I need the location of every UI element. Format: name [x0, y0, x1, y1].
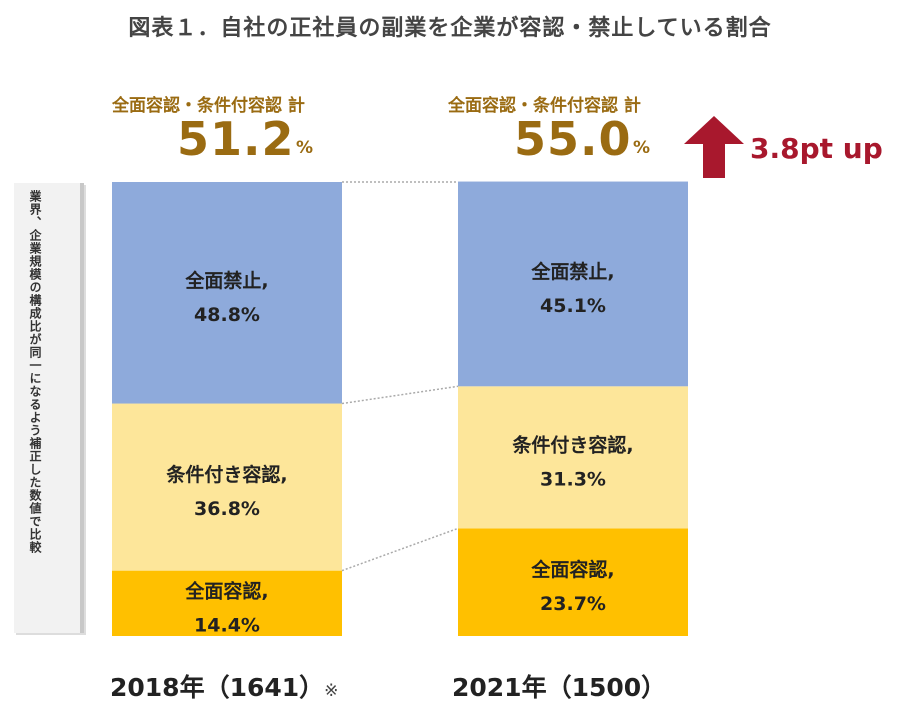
- total-value-2018: 51.2: [177, 112, 295, 166]
- segment-name-label: 全面禁止,: [184, 269, 268, 292]
- total-label-2018: 全面容認・条件付容認 計: [112, 96, 305, 116]
- side-note-text: 業界、企業規模の構成比が同一になるよう補正した数値で比較: [28, 190, 42, 554]
- up-arrow-icon: [684, 116, 744, 178]
- total-unit-2021: %: [633, 138, 651, 158]
- x-tick-label-2018: 2018年（1641）※: [110, 673, 339, 702]
- segment-value-label: 31.3%: [540, 468, 606, 490]
- connector-line-2: [341, 385, 459, 405]
- bar-segment-全面容認-0: [112, 570, 342, 636]
- x-tick-label-2021: 2021年（1500）: [452, 673, 667, 702]
- segment-value-label: 48.8%: [194, 304, 260, 326]
- bar-segment-全面禁止-1: [458, 181, 688, 387]
- connector-line-1: [341, 527, 459, 572]
- bar-segment-全面禁止-0: [112, 182, 342, 404]
- chart-title: 図表１．自社の正社員の副業を企業が容認・禁止している割合: [128, 16, 772, 41]
- segment-name-label: 全面容認,: [184, 579, 268, 602]
- segment-name-label: 全面容認,: [530, 558, 614, 581]
- segment-name-label: 条件付き容認,: [512, 433, 633, 456]
- segment-value-label: 45.1%: [540, 295, 606, 317]
- segment-value-label: 14.4%: [194, 614, 260, 636]
- segment-value-label: 36.8%: [194, 498, 260, 520]
- side-note-panel: [14, 183, 84, 633]
- total-unit-2018: %: [296, 138, 314, 158]
- segment-value-label: 23.7%: [540, 593, 606, 615]
- bar-segment-全面容認-1: [458, 528, 688, 636]
- segment-name-label: 全面禁止,: [530, 260, 614, 283]
- total-label-2021: 全面容認・条件付容認 計: [448, 96, 641, 116]
- total-value-2021: 55.0: [514, 112, 632, 166]
- bar-segment-条件付き容認-1: [458, 386, 688, 529]
- segment-name-label: 条件付き容認,: [166, 463, 287, 486]
- change-label: 3.8pt up: [750, 132, 883, 165]
- bar-segment-条件付き容認-0: [112, 403, 342, 571]
